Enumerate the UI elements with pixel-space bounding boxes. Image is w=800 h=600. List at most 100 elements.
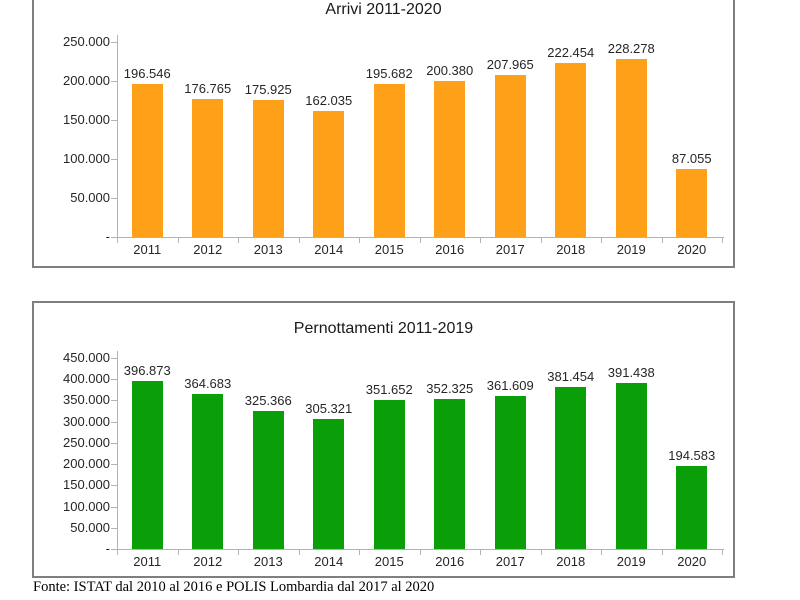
y-tick-label: 100.000 (63, 151, 110, 166)
x-category-label: 2011 (133, 242, 162, 257)
bar-value-label: 381.454 (547, 369, 595, 384)
x-category-label: 2018 (556, 242, 586, 257)
x-tick (722, 237, 723, 243)
y-tick-label: - (105, 229, 110, 244)
y-tick-label: 50.000 (70, 519, 110, 535)
y-tick (111, 198, 117, 199)
x-category-label: 2018 (556, 554, 586, 569)
x-tick (722, 549, 723, 555)
bar (676, 466, 708, 549)
bar-value-label: 361.609 (486, 378, 534, 393)
x-tick (298, 237, 300, 243)
y-tick-label: 300.000 (63, 413, 110, 429)
bar-value-label: 391.438 (607, 365, 655, 380)
y-tick (111, 464, 117, 466)
y-tick-label: - (105, 541, 110, 556)
x-category-label: 2017 (495, 554, 525, 569)
bar-value-label: 305.321 (305, 401, 353, 416)
bar (434, 81, 466, 237)
y-tick-label: 350.000 (63, 392, 110, 408)
bar-value-label: 200.380 (426, 63, 474, 78)
bar-value-label: 325.366 (244, 393, 292, 408)
y-tick (111, 237, 117, 238)
x-tick (540, 237, 542, 243)
bar (252, 411, 284, 549)
chart-title: Arrivi 2011-2020 (325, 1, 442, 18)
y-tick (111, 379, 117, 381)
bar (192, 394, 224, 549)
bar-value-label: 207.965 (486, 57, 534, 72)
bar-value-label: 228.278 (607, 41, 655, 56)
x-category-label: 2020 (677, 554, 707, 569)
x-axis-line (117, 237, 724, 238)
y-tick-label: 150.000 (63, 112, 110, 127)
y-tick (111, 421, 117, 423)
x-tick (359, 549, 360, 555)
bar-value-label: 87.055 (671, 151, 712, 166)
x-tick (238, 237, 239, 243)
bar (494, 75, 526, 237)
y-tick (111, 549, 117, 550)
bar (676, 169, 708, 237)
bar (615, 59, 647, 237)
bar (131, 84, 163, 237)
y-tick-label: 250.000 (63, 34, 110, 49)
x-category-label: 2015 (374, 554, 404, 569)
bar (373, 400, 405, 549)
bar (313, 419, 345, 549)
y-tick (111, 358, 117, 359)
bar-value-label: 176.765 (184, 81, 232, 96)
x-category-label: 2020 (677, 242, 707, 257)
bar (131, 381, 163, 549)
x-category-label: 2013 (253, 242, 283, 257)
x-category-label: 2015 (374, 242, 404, 257)
bar (555, 387, 587, 549)
x-category-label: 2014 (314, 242, 344, 257)
x-tick (117, 237, 118, 243)
x-category-label: 2012 (193, 242, 223, 257)
bar-value-label: 194.583 (668, 448, 716, 463)
bar-value-label: 352.325 (426, 381, 474, 396)
y-tick-label: 50.000 (70, 190, 110, 205)
x-category-label: 2019 (616, 554, 646, 569)
chart-title: Pernottamenti 2011-2019 (293, 320, 474, 337)
y-tick (111, 506, 117, 508)
x-category-label: 2016 (435, 242, 465, 257)
x-category-label: 2013 (253, 554, 283, 569)
x-tick (661, 237, 663, 243)
x-tick (177, 237, 179, 243)
x-tick (480, 549, 481, 555)
y-tick (111, 485, 117, 487)
bar-value-label: 351.652 (365, 382, 413, 397)
bar (555, 63, 587, 237)
bar-value-label: 196.546 (123, 66, 171, 81)
x-category-label: 2011 (133, 554, 162, 569)
y-tick (111, 527, 117, 529)
bar-value-label: 364.683 (184, 376, 232, 391)
y-tick (111, 400, 117, 402)
bar (252, 100, 284, 237)
bar (192, 99, 224, 237)
bar-value-label: 222.454 (547, 45, 595, 60)
x-category-label: 2017 (495, 242, 525, 257)
x-tick (480, 237, 481, 243)
x-tick (601, 237, 602, 243)
y-tick (111, 120, 117, 121)
pernottamenti-bar-chart: Pernottamenti 2011-2019 450.000 400.000 35… (32, 301, 735, 578)
x-tick (419, 237, 421, 243)
x-tick (177, 549, 179, 555)
x-tick (117, 549, 118, 555)
x-category-label: 2016 (435, 554, 465, 569)
x-tick (661, 549, 663, 555)
x-tick (298, 549, 300, 555)
x-tick (419, 549, 421, 555)
y-tick (111, 81, 117, 82)
y-tick-label: 100.000 (63, 498, 110, 514)
y-tick (111, 42, 117, 43)
x-tick (238, 549, 239, 555)
y-tick-label: 150.000 (63, 477, 110, 493)
y-axis-line (117, 35, 118, 238)
y-tick (111, 442, 117, 444)
bar (615, 383, 647, 549)
bar (434, 399, 466, 549)
